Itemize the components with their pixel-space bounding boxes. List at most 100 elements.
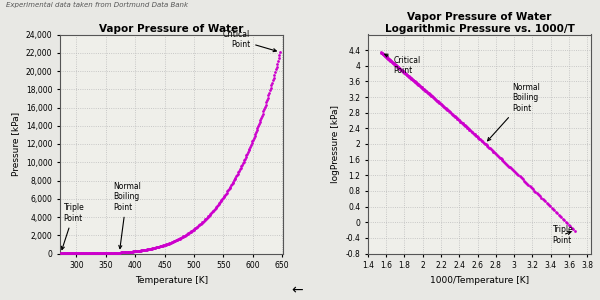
Point	[61, 251, 71, 256]
Point	[402, 72, 412, 77]
Point	[275, 50, 285, 55]
Point	[530, 189, 540, 194]
Point	[66, 251, 76, 256]
Point	[253, 124, 263, 128]
Point	[69, 251, 79, 256]
Point	[197, 220, 207, 225]
Point	[466, 129, 476, 134]
Point	[567, 225, 577, 230]
Point	[268, 78, 278, 82]
Point	[216, 199, 226, 204]
Point	[243, 150, 253, 154]
Point	[223, 188, 233, 193]
Point	[242, 151, 252, 156]
Point	[181, 233, 190, 238]
Point	[385, 57, 394, 62]
Point	[130, 249, 139, 254]
Point	[525, 184, 535, 188]
Point	[475, 137, 485, 142]
Point	[496, 156, 505, 161]
Point	[200, 218, 209, 223]
Point	[452, 116, 462, 121]
Point	[527, 186, 536, 190]
Point	[97, 251, 107, 256]
Point	[385, 58, 394, 62]
Point	[429, 95, 439, 100]
Point	[388, 60, 397, 65]
Point	[80, 251, 90, 256]
Point	[137, 248, 146, 253]
Point	[478, 139, 487, 144]
Point	[219, 195, 229, 200]
Point	[421, 89, 431, 94]
Point	[449, 113, 459, 118]
Point	[439, 104, 449, 109]
Point	[460, 123, 470, 128]
Point	[445, 110, 455, 114]
Point	[249, 135, 259, 140]
Point	[60, 251, 70, 256]
Point	[257, 113, 266, 118]
Point	[380, 54, 390, 58]
Point	[400, 70, 410, 75]
Point	[158, 243, 167, 248]
Point	[492, 152, 502, 157]
Point	[237, 162, 247, 167]
Point	[269, 75, 278, 80]
Point	[427, 94, 436, 98]
Point	[244, 148, 253, 153]
Point	[169, 239, 179, 244]
Point	[432, 98, 442, 103]
Point	[160, 242, 170, 247]
Point	[508, 168, 518, 173]
Point	[485, 146, 495, 151]
Point	[409, 78, 419, 83]
Point	[122, 250, 131, 254]
Text: Normal
Boiling
Point: Normal Boiling Point	[113, 182, 141, 249]
Point	[156, 244, 166, 249]
Point	[246, 143, 256, 148]
Point	[389, 61, 399, 66]
Point	[408, 77, 418, 82]
Point	[454, 117, 463, 122]
Point	[187, 229, 196, 234]
Point	[503, 163, 513, 168]
Point	[233, 170, 243, 175]
Point	[176, 235, 186, 240]
Point	[187, 228, 197, 233]
Point	[71, 251, 81, 256]
Point	[242, 153, 251, 158]
Point	[79, 251, 88, 256]
Point	[439, 104, 448, 109]
Point	[475, 136, 484, 141]
Point	[544, 203, 554, 208]
Point	[251, 130, 261, 134]
Point	[154, 244, 163, 249]
Point	[265, 88, 275, 93]
Point	[449, 113, 458, 118]
Point	[385, 58, 395, 62]
Point	[140, 248, 150, 252]
Point	[419, 87, 429, 92]
Point	[168, 239, 178, 244]
Point	[388, 61, 398, 65]
Point	[115, 250, 124, 255]
Point	[275, 53, 284, 58]
Point	[458, 122, 468, 126]
Point	[205, 212, 215, 217]
Point	[550, 208, 559, 213]
Point	[554, 212, 563, 217]
Point	[63, 251, 73, 256]
Point	[380, 53, 389, 58]
Point	[196, 221, 206, 226]
Point	[258, 111, 268, 116]
Point	[379, 52, 388, 57]
Point	[473, 135, 483, 140]
Point	[395, 66, 404, 71]
Point	[253, 126, 262, 130]
Point	[228, 181, 238, 185]
Point	[197, 220, 206, 225]
Point	[476, 138, 485, 142]
Point	[224, 187, 233, 191]
Point	[378, 52, 388, 56]
